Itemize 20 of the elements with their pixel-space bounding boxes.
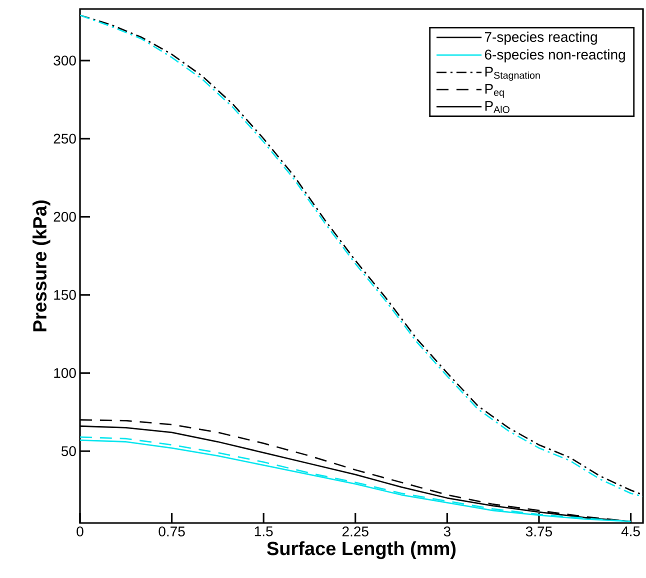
y-tick-label: 300 <box>54 56 76 66</box>
legend-label: $\mathrm{P}_{\mathrm{eq}}$ <box>485 84 504 98</box>
x-tick-label: 3 <box>444 526 450 536</box>
y-tick-label: 150 <box>54 290 76 300</box>
x-tick-label: 4.5 <box>621 526 640 536</box>
x-tick-label: 0 <box>76 526 84 536</box>
x-tick-label: 0.75 <box>158 526 185 536</box>
annotation: 7-species reacting <box>484 32 597 45</box>
x-tick-label: 2.25 <box>342 526 368 536</box>
legend-label: $\mathrm{P}_{\mathrm{Stagnation}}$ <box>485 66 540 81</box>
y-tick-label: 100 <box>54 368 76 378</box>
x-tick-label: 3.75 <box>526 526 552 536</box>
annotation: 6-species non-reacting <box>484 49 625 62</box>
x-axis-title: Surface Length (mm) <box>267 541 456 560</box>
y-axis-title: Pressure (kPa) <box>32 200 50 332</box>
x-tick-label: 1.5 <box>254 526 273 536</box>
y-tick-label: 50 <box>61 446 76 456</box>
y-tick-label: 200 <box>54 212 76 222</box>
legend-label: $\mathrm{P}_{\mathrm{AlO}}$ <box>485 101 510 114</box>
y-tick-label: 250 <box>54 134 76 144</box>
